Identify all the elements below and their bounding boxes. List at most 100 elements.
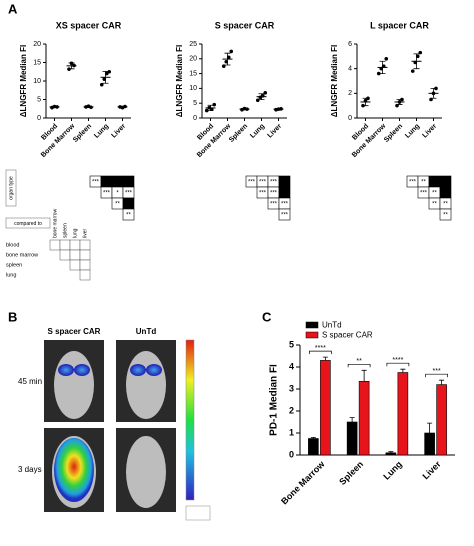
legend-cell (79, 239, 91, 251)
matrix-cell (122, 197, 135, 210)
legend-cell (69, 249, 81, 261)
significance-bracket (347, 363, 371, 368)
legend-text: compared to (14, 221, 42, 227)
error-bar (68, 62, 75, 70)
matrix-cell (278, 175, 291, 188)
legend-cell (49, 239, 61, 251)
x-tick-label: Spleen (72, 123, 93, 144)
y-tick-label: 1 (289, 427, 294, 437)
data-point (410, 69, 415, 73)
significance-label: ** (432, 191, 437, 197)
significance-bracket (386, 362, 410, 367)
x-tick-label: Lung (381, 459, 404, 482)
y-tick-label: 20 (33, 41, 41, 48)
y-tick-label: 0 (37, 115, 41, 122)
error-bar (275, 108, 282, 111)
significance-label: **** (392, 357, 403, 364)
legend-column: lung (72, 228, 78, 238)
data-point (229, 49, 234, 54)
error-bar (310, 437, 316, 439)
y-tick-label: 0 (193, 115, 197, 122)
panel-label: A (8, 1, 18, 16)
error-bar (413, 53, 420, 70)
data-point (376, 71, 381, 76)
significance-label: ** (126, 213, 131, 219)
bar (397, 372, 409, 456)
x-tick-label: Liver (110, 123, 127, 140)
significance-label: ** (115, 202, 120, 208)
legend-swatch (305, 331, 319, 339)
error-bar (258, 93, 265, 101)
y-tick-label: 5 (193, 100, 197, 107)
matrix-cell (428, 175, 441, 188)
significance-label: *** (270, 202, 278, 208)
significance-label: *** (281, 202, 289, 208)
error-bar (361, 369, 367, 382)
legend-cell (69, 239, 81, 251)
significance-label: ** (443, 213, 448, 219)
legend-cell (69, 259, 81, 271)
significance-label: *** (248, 180, 256, 186)
y-tick-label: 3 (289, 383, 294, 393)
significance-bracket (309, 350, 332, 355)
significance-label: **** (315, 345, 326, 352)
matrix-cell (100, 175, 113, 188)
significance-label: ** (432, 202, 437, 208)
legend-box (5, 169, 17, 207)
y-tick-label: 4 (348, 66, 352, 73)
y-axis-label: ΔLNGFR Median FI (175, 45, 184, 117)
error-bar (400, 368, 406, 373)
matrix-cell (278, 186, 291, 199)
legend-cell (79, 259, 91, 271)
y-tick-label: 2 (289, 405, 294, 415)
y-tick-label: 2 (348, 90, 352, 97)
significance-label: *** (270, 191, 278, 197)
x-tick-label: Lung (249, 123, 266, 140)
x-tick-label: Spleen (228, 123, 249, 144)
legend-swatch (305, 321, 319, 329)
legend-column: spleen (62, 223, 68, 238)
y-tick-label: 10 (33, 78, 41, 85)
significance-label: ** (421, 180, 426, 186)
bar (424, 432, 435, 456)
y-tick-label: 5 (289, 339, 294, 349)
legend-cell (79, 249, 91, 261)
panel-label: C (262, 309, 272, 324)
error-bar (362, 97, 369, 107)
legend-label: UnTd (322, 321, 342, 330)
y-tick-label: 0 (289, 449, 294, 459)
chart-title: L spacer CAR (370, 20, 429, 30)
significance-label: * (116, 191, 119, 197)
data-point (107, 69, 112, 74)
legend-row: spleen (6, 262, 22, 268)
error-bar (224, 52, 231, 66)
data-point (255, 98, 260, 103)
significance-label: ** (356, 358, 362, 365)
error-bar (430, 88, 437, 99)
significance-label: *** (420, 191, 428, 197)
chart-title: S spacer CAR (215, 20, 275, 30)
data-point (384, 57, 389, 61)
time-label: 45 min (18, 377, 42, 386)
matrix-cell (439, 175, 452, 188)
group-label: S spacer CAR (48, 327, 101, 336)
y-axis-label: ΔLNGFR Median FI (330, 45, 339, 117)
error-bar (322, 356, 328, 361)
x-tick-label: Spleen (337, 459, 365, 487)
data-point (212, 102, 217, 107)
significance-label: *** (92, 180, 100, 186)
error-bar (241, 108, 248, 111)
y-tick-label: 10 (189, 85, 197, 92)
bar (346, 421, 358, 456)
matrix-cell (278, 208, 291, 221)
bar (436, 384, 447, 456)
significance-label: ** (443, 202, 448, 208)
matrix-cell (122, 208, 135, 221)
x-tick-label: Liver (266, 123, 283, 140)
bar (308, 438, 319, 456)
group-label: UnTd (136, 327, 157, 336)
error-bar (439, 379, 445, 385)
y-tick-label: 20 (189, 56, 197, 63)
x-tick-label: Bone Marrow (279, 458, 327, 506)
